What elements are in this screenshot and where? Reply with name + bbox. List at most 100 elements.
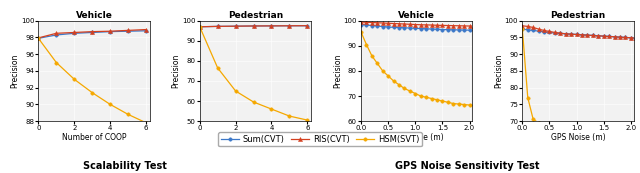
HSM(SVT) bbox=[540, 123, 548, 125]
Sum(CVT) bbox=[428, 28, 435, 30]
X-axis label: GPS Noise (m): GPS Noise (m) bbox=[550, 133, 605, 142]
RIS(CVT) bbox=[595, 35, 602, 37]
RIS(CVT) bbox=[268, 25, 275, 27]
Sum(CVT) bbox=[477, 29, 484, 31]
HSM(SVT) bbox=[438, 100, 446, 102]
Legend: Sum(CVT), RIS(CVT), HSM(SVT): Sum(CVT), RIS(CVT), HSM(SVT) bbox=[218, 132, 422, 146]
Y-axis label: Precision: Precision bbox=[172, 54, 180, 88]
Line: RIS(CVT): RIS(CVT) bbox=[359, 20, 488, 29]
RIS(CVT) bbox=[422, 24, 430, 26]
Sum(CVT) bbox=[584, 34, 591, 36]
RIS(CVT) bbox=[449, 25, 457, 27]
RIS(CVT) bbox=[417, 24, 424, 26]
Line: HSM(SVT): HSM(SVT) bbox=[198, 25, 309, 122]
Sum(CVT) bbox=[518, 28, 526, 30]
Line: RIS(CVT): RIS(CVT) bbox=[520, 24, 640, 41]
HSM(SVT) bbox=[477, 105, 484, 107]
RIS(CVT) bbox=[142, 29, 150, 31]
X-axis label: GPS Noise (m): GPS Noise (m) bbox=[389, 133, 444, 142]
HSM(SVT) bbox=[567, 126, 575, 128]
Title: Pedestrian: Pedestrian bbox=[228, 11, 283, 20]
RIS(CVT) bbox=[124, 29, 132, 31]
HSM(SVT) bbox=[444, 101, 452, 103]
RIS(CVT) bbox=[106, 30, 114, 32]
HSM(SVT) bbox=[573, 126, 580, 128]
Sum(CVT) bbox=[524, 29, 532, 31]
RIS(CVT) bbox=[621, 37, 629, 39]
HSM(SVT) bbox=[124, 113, 132, 115]
HSM(SVT) bbox=[390, 80, 397, 82]
Line: HSM(SVT): HSM(SVT) bbox=[520, 27, 640, 129]
Line: Sum(CVT): Sum(CVT) bbox=[359, 23, 488, 32]
Sum(CVT) bbox=[471, 29, 479, 31]
HSM(SVT) bbox=[546, 124, 554, 126]
HSM(SVT) bbox=[605, 126, 613, 128]
HSM(SVT) bbox=[600, 126, 607, 128]
Y-axis label: Precision: Precision bbox=[10, 54, 19, 88]
Line: RIS(CVT): RIS(CVT) bbox=[36, 28, 148, 40]
RIS(CVT) bbox=[471, 25, 479, 27]
Line: Sum(CVT): Sum(CVT) bbox=[520, 27, 640, 40]
X-axis label: Number of COOP: Number of COOP bbox=[223, 133, 287, 142]
RIS(CVT) bbox=[546, 30, 554, 33]
HSM(SVT) bbox=[589, 126, 596, 128]
Sum(CVT) bbox=[567, 33, 575, 35]
HSM(SVT) bbox=[142, 122, 150, 124]
Sum(CVT) bbox=[551, 32, 559, 34]
RIS(CVT) bbox=[535, 28, 543, 30]
HSM(SVT) bbox=[250, 101, 257, 103]
RIS(CVT) bbox=[600, 35, 607, 37]
Sum(CVT) bbox=[88, 31, 96, 34]
HSM(SVT) bbox=[401, 87, 408, 89]
RIS(CVT) bbox=[232, 25, 239, 27]
HSM(SVT) bbox=[232, 90, 239, 92]
RIS(CVT) bbox=[611, 36, 618, 38]
Sum(CVT) bbox=[449, 29, 457, 31]
HSM(SVT) bbox=[638, 126, 640, 128]
HSM(SVT) bbox=[417, 95, 424, 97]
RIS(CVT) bbox=[385, 22, 392, 24]
Y-axis label: Precision: Precision bbox=[494, 54, 503, 88]
HSM(SVT) bbox=[106, 103, 114, 105]
HSM(SVT) bbox=[529, 118, 537, 120]
Sum(CVT) bbox=[285, 25, 293, 27]
HSM(SVT) bbox=[460, 103, 468, 106]
HSM(SVT) bbox=[584, 126, 591, 128]
Sum(CVT) bbox=[600, 35, 607, 37]
Line: Sum(CVT): Sum(CVT) bbox=[36, 29, 148, 40]
Sum(CVT) bbox=[401, 27, 408, 29]
HSM(SVT) bbox=[412, 92, 419, 94]
HSM(SVT) bbox=[374, 62, 381, 64]
RIS(CVT) bbox=[363, 21, 371, 23]
RIS(CVT) bbox=[438, 24, 446, 26]
Sum(CVT) bbox=[578, 34, 586, 36]
HSM(SVT) bbox=[196, 26, 204, 28]
Sum(CVT) bbox=[406, 27, 413, 29]
RIS(CVT) bbox=[529, 26, 537, 29]
RIS(CVT) bbox=[632, 37, 640, 39]
Sum(CVT) bbox=[379, 25, 387, 28]
Sum(CVT) bbox=[232, 25, 239, 27]
Sum(CVT) bbox=[438, 29, 446, 31]
Sum(CVT) bbox=[535, 30, 543, 32]
Sum(CVT) bbox=[605, 35, 613, 38]
HSM(SVT) bbox=[611, 126, 618, 128]
Sum(CVT) bbox=[529, 29, 537, 31]
Text: Scalability Test: Scalability Test bbox=[83, 161, 167, 171]
RIS(CVT) bbox=[477, 25, 484, 27]
RIS(CVT) bbox=[433, 24, 441, 26]
RIS(CVT) bbox=[540, 29, 548, 31]
Title: Pedestrian: Pedestrian bbox=[550, 11, 605, 20]
HSM(SVT) bbox=[303, 119, 311, 121]
RIS(CVT) bbox=[567, 33, 575, 35]
Sum(CVT) bbox=[385, 26, 392, 28]
Sum(CVT) bbox=[611, 36, 618, 38]
Sum(CVT) bbox=[395, 26, 403, 29]
Sum(CVT) bbox=[52, 34, 60, 36]
HSM(SVT) bbox=[471, 104, 479, 107]
Sum(CVT) bbox=[35, 37, 42, 39]
Title: Vehicle: Vehicle bbox=[76, 11, 113, 20]
HSM(SVT) bbox=[578, 126, 586, 128]
X-axis label: Number of COOP: Number of COOP bbox=[62, 133, 126, 142]
RIS(CVT) bbox=[524, 25, 532, 28]
